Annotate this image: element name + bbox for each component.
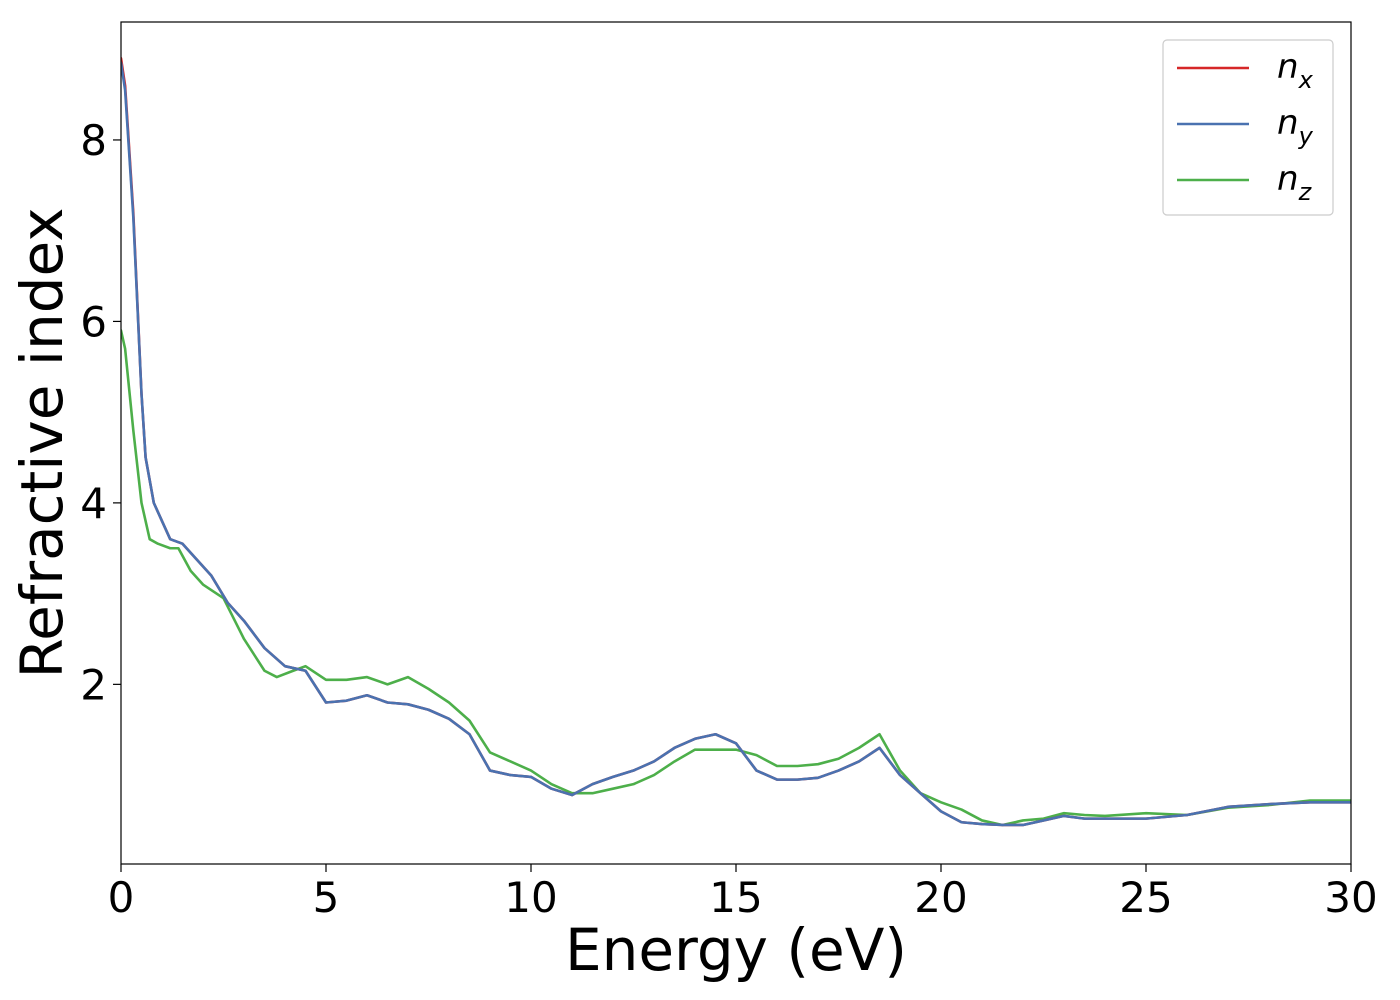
series-line-n_z — [121, 329, 1351, 827]
x-axis-label: Energy (eV) — [565, 916, 907, 984]
series-line-n_y — [121, 61, 1351, 827]
x-tick-label: 5 — [313, 873, 340, 922]
x-tick-label: 20 — [914, 873, 967, 922]
y-tick-label: 8 — [80, 116, 107, 165]
y-tick-label: 4 — [80, 479, 107, 528]
legend: nx ny nz — [1162, 39, 1334, 216]
x-tick-label: 0 — [108, 873, 135, 922]
y-axis-label: Refractive index — [8, 207, 76, 678]
y-tick-label: 2 — [80, 660, 107, 709]
legend-label-n_z: nz — [1277, 159, 1313, 206]
legend-label-n_y: ny — [1277, 103, 1314, 150]
x-tick-label: 10 — [504, 873, 557, 922]
y-tick-label: 6 — [80, 297, 107, 346]
x-tick-label: 25 — [1119, 873, 1172, 922]
legend-box — [1162, 39, 1334, 216]
x-tick-label: 15 — [709, 873, 762, 922]
x-tick-label: 30 — [1324, 873, 1377, 922]
legend-label-n_x: nx — [1277, 47, 1314, 94]
